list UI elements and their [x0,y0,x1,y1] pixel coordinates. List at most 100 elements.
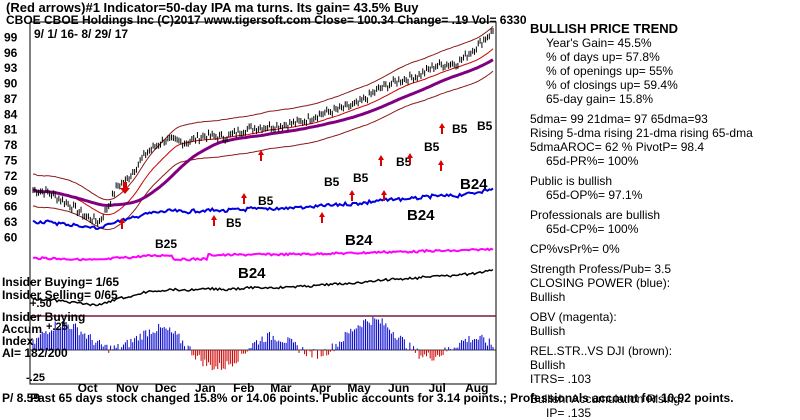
signal-label: B24 [407,207,435,224]
panel-line: 65-day gain= 15.8% [546,92,654,106]
y-tick-label: 90 [4,77,18,91]
chart-frame [29,21,497,385]
panel-line: ITRS= .103 [530,372,592,386]
x-tick-label: Jan [195,381,216,395]
y-tick-label: 84 [4,107,18,121]
panel-line: Bullish [530,358,566,372]
accum-label: Accum [2,322,43,336]
y-tick-label: 93 [4,61,18,75]
signal-markers: B5 B5 B25 B5 B5 B5 B5 B5 B5 B24 B24 B24 B24 [119,119,493,282]
up-arrow-icon [439,123,445,134]
panel-line: Public is bullish [530,174,613,188]
y-tick-label: 69 [4,184,18,198]
panel-line: 65d-PR%= 100% [546,154,639,168]
y-tick-label: 72 [4,169,18,183]
panel-line: Bullish [530,290,566,304]
y-tick-label: 60 [4,230,18,244]
signal-label: B24 [345,232,373,249]
y-tick-label: 81 [4,123,18,137]
accum-minus25: -.25 [26,372,45,384]
panel-line: OBV (magenta): [530,310,617,324]
x-tick-label: Mar [270,381,292,395]
footer-summary: Past 65 days stock changed 15.8% or 14.0… [30,391,734,405]
panel-line: % of days up= 57.8% [546,50,660,64]
panel-line: Rising 5-dma rising 21-dma rising 65-dma [530,126,753,140]
upper-band-line [32,26,494,201]
y-tick-label: 75 [4,153,18,167]
signal-label: B24 [460,176,488,193]
insider-buying-label-2: Insider Buying [2,310,86,324]
panel-line: CLOSING POWER (blue): [530,276,671,290]
y-tick-label: 99 [4,30,18,44]
up-arrow-icon [119,218,125,229]
panel-line: IP= .135 [546,406,592,420]
panel-line: Year's Gain= 45.5% [546,36,652,50]
x-tick-label: Aug [465,381,488,395]
y-tick-label: 66 [4,200,18,214]
obv-line [32,247,494,262]
panel-line: 5dma= 99 21dma= 97 65dma=93 [530,112,708,126]
signal-label: B5 [324,175,340,189]
up-arrow-icon [381,190,387,201]
signal-label: B5 [258,194,274,208]
insider-buying-label: Insider Buying= 1/65 [2,275,120,289]
header-ticker: CBOE CBOE Holdings Inc (C)2017 www.tiger… [6,13,527,27]
x-tick-label: Apr [310,381,331,395]
up-arrow-icon [349,190,355,201]
footer-prefix: P/ 8.59 [2,391,41,405]
panel-line: 65d-OP%= 97.1% [546,188,643,202]
ma65-line [32,58,494,207]
insider-selling-label: Insider Selling= 0/65 [2,288,118,302]
signal-label: B5 [452,122,468,136]
header-indicator: (Red arrows)#1 Indicator=50-day IPA ma t… [6,0,419,15]
panel-line: Bullish: Accumulation Rising. [530,392,684,406]
panel-line: REL.STR..VS DJI (brown): [530,344,673,358]
up-arrow-icon [378,155,384,166]
x-tick-label: Oct [78,381,98,395]
panel-line: 5dmaAROC= 62 % PivotP= 98.4 [530,140,705,154]
signal-label: B5 [226,216,242,230]
x-tick-labels: Oct Nov Dec Jan Feb Mar Apr May Jun Jul Aug [78,381,489,395]
x-tick-label: Nov [116,381,139,395]
x-tick-label: May [347,381,371,395]
down-arrow-icon [120,182,130,194]
signal-label: B24 [238,265,266,282]
panel-line: Professionals are bullish [530,208,661,222]
signal-label: B25 [155,237,177,251]
y-tick-label: 87 [4,92,18,106]
x-tick-label: Jun [388,381,409,395]
date-range: 9/ 1/ 16- 8/ 29/ 17 [34,27,129,41]
y-tick-label: 78 [4,138,18,152]
panel-line: BULLISH PRICE TREND [530,21,679,36]
panel-line: 65d-CP%= 100% [546,222,639,236]
signal-label: B5 [353,171,369,185]
lower-band-line [32,70,494,231]
panel-line: % of closings up= 59.4% [546,78,678,92]
up-arrow-icon [407,153,413,164]
up-arrow-icon [319,212,325,223]
trend-summary-panel: BULLISH PRICE TREND Year's Gain= 45.5%% o… [530,22,798,420]
panel-line: Strength Profess/Pub= 3.5 [530,262,672,276]
panel-line: % of openings up= 55% [546,64,674,78]
x-tick-label: Feb [233,381,254,395]
ma21-line [32,48,494,216]
up-arrow-icon [241,193,247,204]
ai-label: AI= 182/200 [2,346,68,360]
chart-layers [32,26,494,371]
y-tick-label: 96 [4,46,18,60]
index-label: Index [2,334,34,348]
signal-label: B5 [396,155,412,169]
panel-line: Bullish [530,324,566,338]
signal-label: B5 [477,119,493,133]
closing-power-line [32,187,494,231]
up-arrow-icon [438,160,444,171]
accum-plus25: +.25 [46,321,68,333]
y-tick-label: 63 [4,215,18,229]
signal-label: B5 [424,140,440,154]
up-arrow-icon [258,150,264,161]
x-tick-label: Dec [155,381,177,395]
panel-line: CP%vsPr%= 0% [530,242,620,256]
accum-plus50: +.50 [30,298,52,310]
